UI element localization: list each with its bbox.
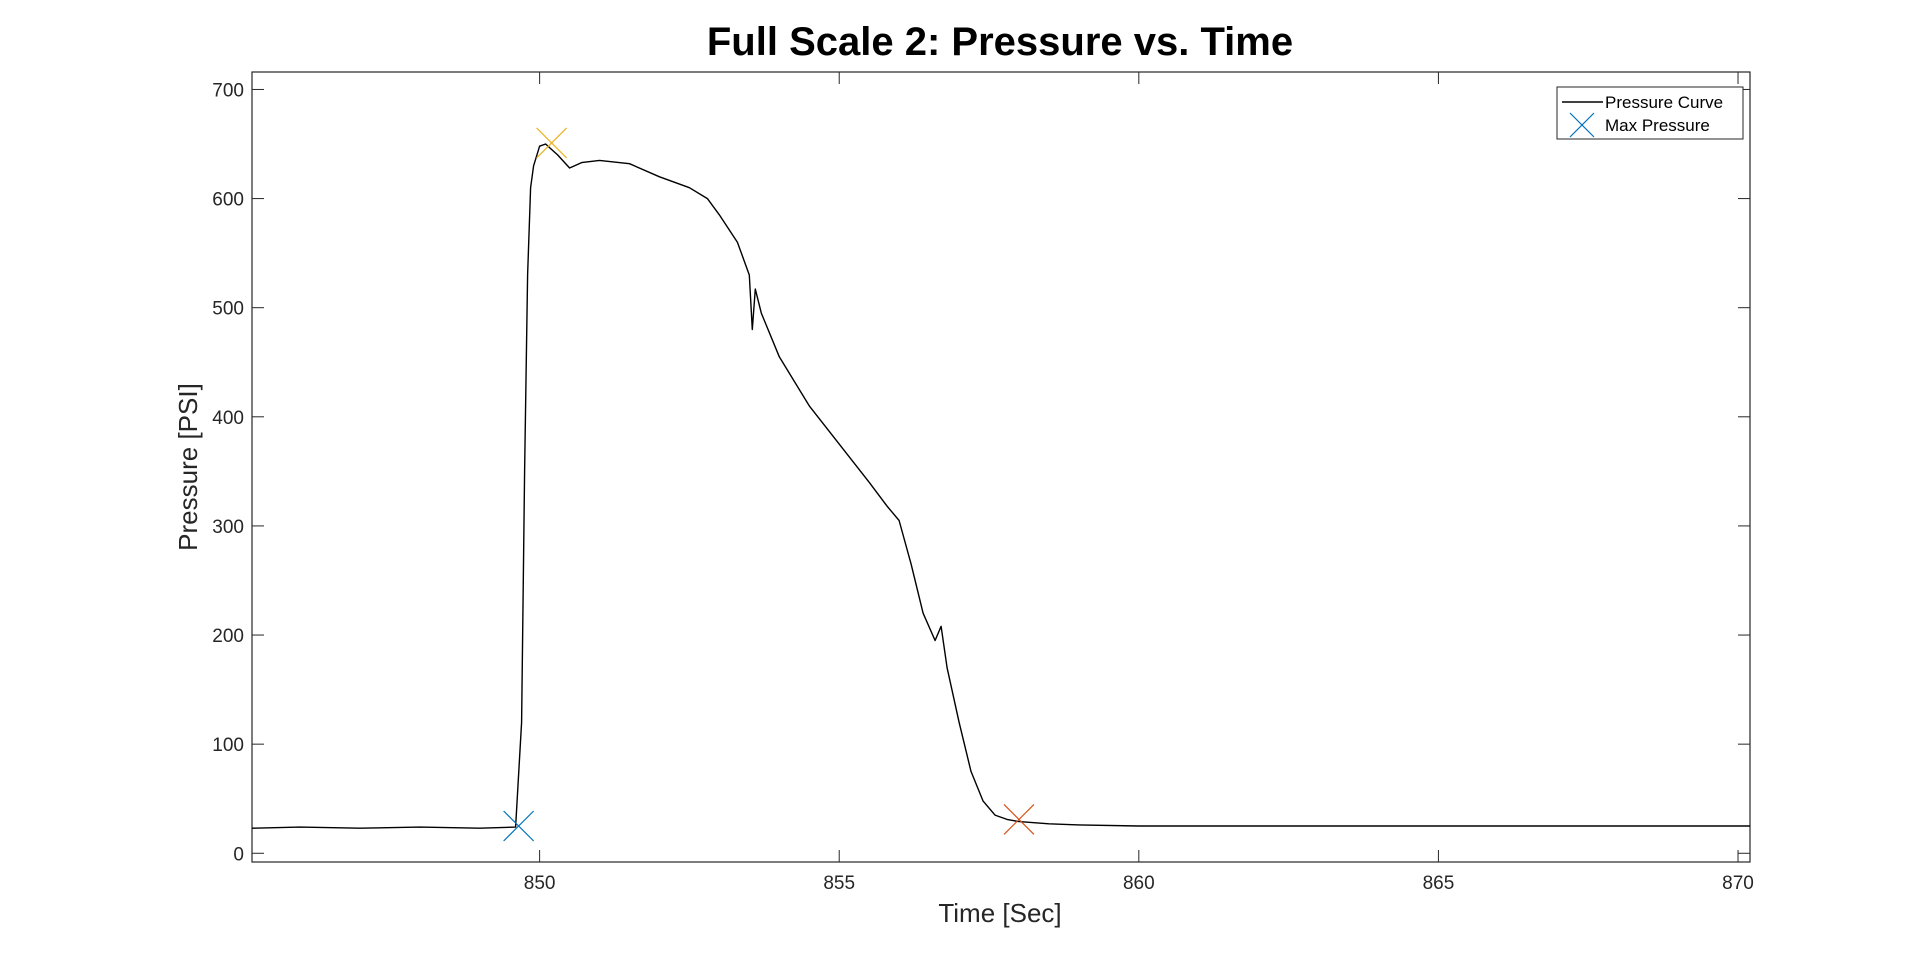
y-tick-label: 100 bbox=[212, 735, 244, 756]
legend-label-pressure-curve: Pressure Curve bbox=[1605, 93, 1723, 112]
y-tick-label: 500 bbox=[212, 299, 244, 320]
legend-label-max-pressure: Max Pressure bbox=[1605, 116, 1710, 135]
marker-layer bbox=[503, 127, 1035, 842]
y-axis-label: Pressure [PSI] bbox=[173, 383, 203, 551]
x-tick-label: 865 bbox=[1423, 873, 1455, 894]
chart-title: Full Scale 2: Pressure vs. Time bbox=[707, 20, 1293, 64]
y-tick-label: 200 bbox=[212, 626, 244, 647]
max-pressure-marker-1 bbox=[503, 810, 535, 842]
y-tick-label: 0 bbox=[233, 844, 244, 865]
y-tick-label: 700 bbox=[212, 80, 244, 101]
x-tick-label: 860 bbox=[1123, 873, 1155, 894]
series-line-pressure-curve bbox=[251, 143, 1750, 829]
max-pressure-marker-2 bbox=[536, 127, 568, 159]
x-axis-label: Time [Sec] bbox=[938, 898, 1061, 928]
axes-frame: 850 855 860 865 870 0 100 200 300 400 500 600 700 bbox=[212, 71, 1754, 894]
y-tick-label: 600 bbox=[212, 190, 244, 211]
y-tick-label: 400 bbox=[212, 408, 244, 429]
legend: Pressure Curve Max Pressure bbox=[1556, 86, 1744, 140]
x-tick-label: 855 bbox=[823, 873, 855, 894]
axes-box bbox=[251, 71, 1751, 863]
x-tick-label: 870 bbox=[1722, 873, 1754, 894]
max-pressure-marker-3 bbox=[1003, 804, 1035, 835]
legend-swatch-max-pressure bbox=[1569, 112, 1595, 138]
y-tick-label: 300 bbox=[212, 517, 244, 538]
x-tick-label: 850 bbox=[524, 873, 556, 894]
plot-area bbox=[251, 143, 1750, 829]
